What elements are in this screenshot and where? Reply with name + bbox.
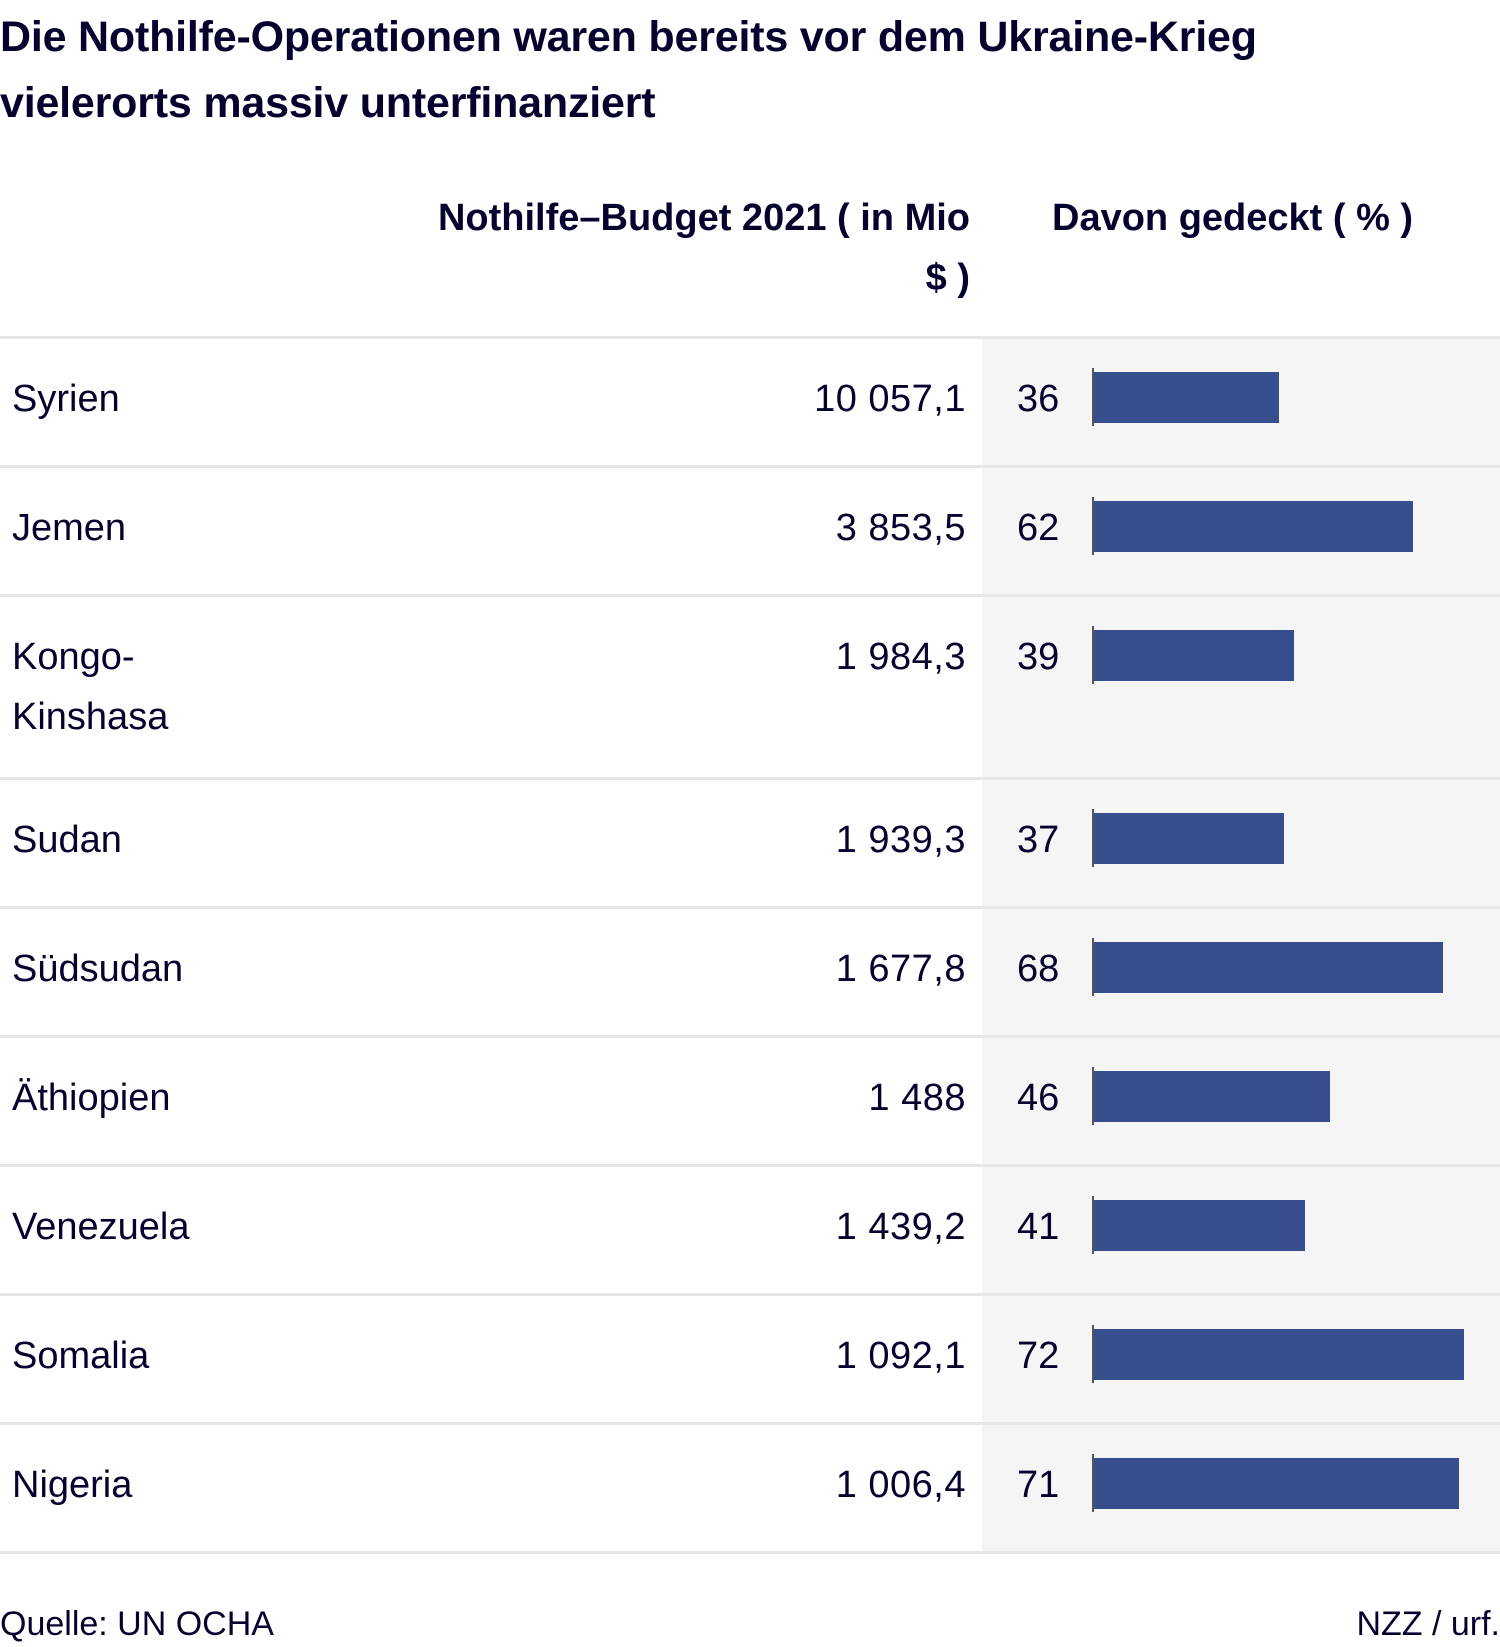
- coverage-percent: 37: [1017, 819, 1060, 861]
- table-row: Nigeria 1 006,4 71: [0, 1425, 1500, 1554]
- budget-value: 3 853,5: [835, 507, 966, 549]
- budget-value: 1 939,3: [835, 819, 966, 861]
- coverage-percent: 62: [1017, 507, 1060, 549]
- country-label: Südsudan: [12, 948, 184, 990]
- coverage-percent: 71: [1017, 1464, 1060, 1506]
- bar-baseline: [1092, 1196, 1094, 1254]
- table-row: Sudan 1 939,3 37: [0, 780, 1500, 909]
- coverage-percent: 41: [1017, 1206, 1060, 1248]
- chart-title: Die Nothilfe-Operationen waren bereits v…: [0, 13, 1257, 127]
- coverage-bar: [1094, 1071, 1330, 1122]
- budget-value: 1 488: [868, 1077, 966, 1119]
- budget-value: 1 092,1: [835, 1335, 966, 1377]
- country-label: Sudan: [12, 819, 122, 861]
- coverage-bar: [1094, 501, 1413, 552]
- coverage-percent: 68: [1017, 948, 1060, 990]
- country-label: Jemen: [12, 507, 127, 549]
- country-label: Syrien: [12, 378, 120, 420]
- bar-baseline: [1092, 368, 1094, 426]
- bar-baseline: [1092, 497, 1094, 555]
- coverage-bar: [1094, 372, 1279, 423]
- country-label: Somalia: [12, 1335, 150, 1377]
- table-row: Venezuela 1 439,2 41: [0, 1167, 1500, 1296]
- country-label: Äthiopien: [12, 1077, 171, 1119]
- coverage-bar: [1094, 1329, 1464, 1380]
- budget-column-header: Nothilfe–Budget 2021 ( in Mio $ ): [437, 197, 970, 299]
- coverage-column-header: Davon gedeckt ( % ): [1052, 197, 1414, 239]
- budget-value: 1 006,4: [835, 1464, 966, 1506]
- table-row: Somalia 1 092,1 72: [0, 1296, 1500, 1425]
- table-row: Kongo-Kinshasa 1 984,3 39: [0, 597, 1500, 780]
- budget-value: 10 057,1: [814, 378, 966, 420]
- bar-baseline: [1092, 626, 1094, 684]
- bar-baseline: [1092, 809, 1094, 867]
- coverage-bar: [1094, 1200, 1305, 1251]
- coverage-percent: 36: [1017, 378, 1060, 420]
- table-row: Südsudan 1 677,8 68: [0, 909, 1500, 1038]
- country-label: Kongo-Kinshasa: [12, 636, 169, 738]
- coverage-percent: 39: [1017, 636, 1060, 678]
- coverage-bar: [1094, 630, 1294, 681]
- country-label: Venezuela: [12, 1206, 190, 1248]
- coverage-bar: [1094, 1458, 1459, 1509]
- budget-value: 1 984,3: [835, 636, 966, 678]
- coverage-cell-background: [982, 597, 1500, 777]
- table-row: Syrien 10 057,1 36: [0, 339, 1500, 468]
- budget-value: 1 439,2: [835, 1206, 966, 1248]
- bar-baseline: [1092, 938, 1094, 996]
- coverage-bar: [1094, 942, 1443, 993]
- bar-baseline: [1092, 1067, 1094, 1125]
- table-row: Jemen 3 853,5 62: [0, 468, 1500, 597]
- credit-note: NZZ / urf.: [1356, 1605, 1500, 1643]
- source-note: Quelle: UN OCHA: [0, 1605, 274, 1643]
- coverage-percent: 72: [1017, 1335, 1060, 1377]
- country-label: Nigeria: [12, 1464, 133, 1506]
- data-table: Syrien 10 057,1 36 Jemen 3 853,5 62 Kongo-Kins…: [0, 336, 1500, 1554]
- table-row: Äthiopien 1 488 46: [0, 1038, 1500, 1167]
- bar-baseline: [1092, 1454, 1094, 1512]
- bar-baseline: [1092, 1325, 1094, 1383]
- coverage-percent: 46: [1017, 1077, 1060, 1119]
- coverage-bar: [1094, 813, 1284, 864]
- budget-value: 1 677,8: [835, 948, 966, 990]
